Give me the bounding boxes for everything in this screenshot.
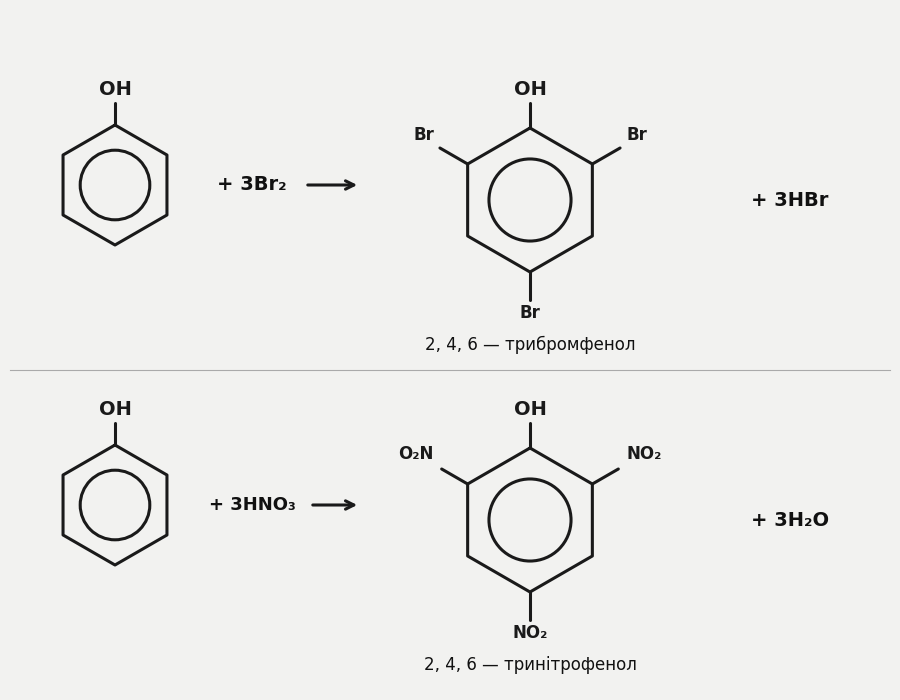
- Text: NO₂: NO₂: [626, 445, 662, 463]
- Text: Br: Br: [413, 126, 434, 144]
- Text: Br: Br: [626, 126, 647, 144]
- Text: NO₂: NO₂: [512, 624, 548, 642]
- Text: OH: OH: [514, 400, 546, 419]
- Text: O₂N: O₂N: [399, 445, 434, 463]
- Text: OH: OH: [99, 400, 131, 419]
- Text: OH: OH: [99, 80, 131, 99]
- Text: Br: Br: [519, 304, 540, 322]
- Text: + 3HBr: + 3HBr: [752, 190, 829, 209]
- Text: + 3Br₂: + 3Br₂: [217, 176, 287, 195]
- Text: + 3HNO₃: + 3HNO₃: [209, 496, 295, 514]
- Text: 2, 4, 6 — тринітрофенол: 2, 4, 6 — тринітрофенол: [424, 656, 636, 674]
- Text: + 3H₂O: + 3H₂O: [751, 510, 829, 529]
- Text: OH: OH: [514, 80, 546, 99]
- Text: 2, 4, 6 — трибромфенол: 2, 4, 6 — трибромфенол: [425, 336, 635, 354]
